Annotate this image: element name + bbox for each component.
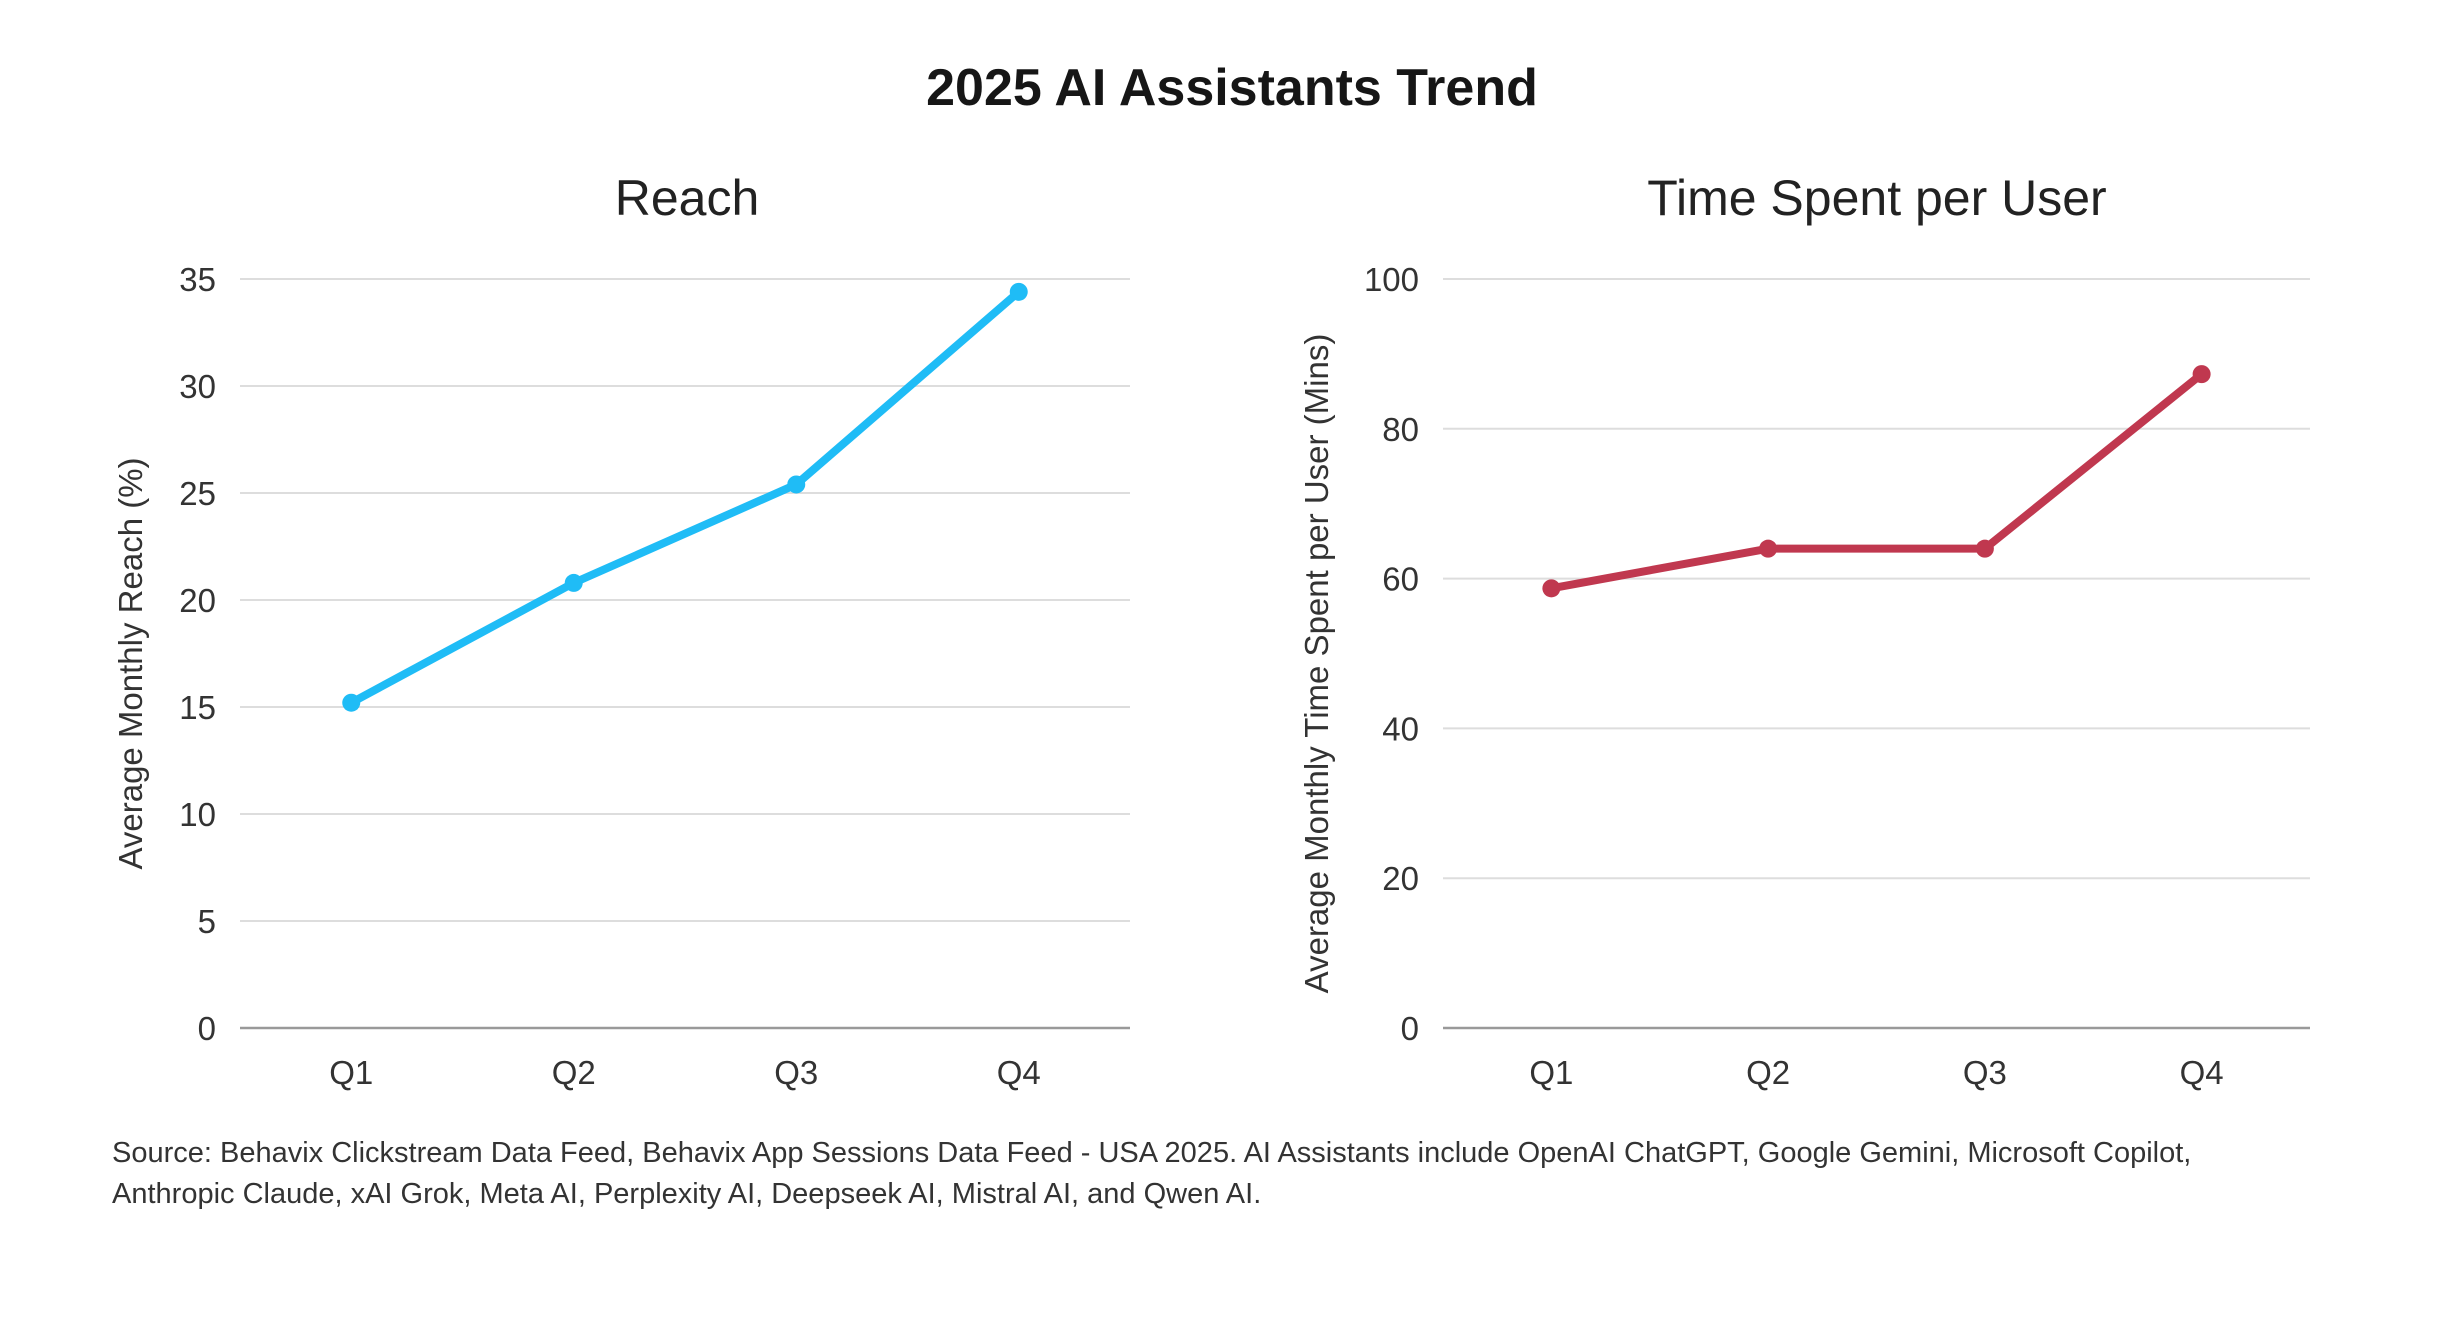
x-tick-label: Q4 [2180,1054,2224,1091]
y-tick-label: 25 [179,475,216,512]
y-tick-label: 40 [1382,710,1419,747]
y-tick-label: 80 [1382,411,1419,448]
y-axis-label: Average Monthly Reach (%) [112,457,149,869]
y-tick-label: 30 [179,368,216,405]
y-tick-label: 0 [198,1010,216,1047]
chart-2: Time Spent per User 0 20 40 60 80 100 Q1 Q2 Q3 Q4 A… [1298,170,2310,1091]
x-tick-label: Q3 [774,1054,818,1091]
data-point [1759,539,1778,558]
y-axis-label: Average Monthly Time Spent per User (Min… [1298,334,1335,994]
data-point [1009,282,1028,301]
y-tick-label: 20 [1382,860,1419,897]
data-point [1542,579,1561,598]
data-point [787,475,806,494]
x-tick-label: Q4 [997,1054,1041,1091]
x-tick-label: Q1 [329,1054,373,1091]
data-point [342,693,361,712]
y-tick-label: 35 [179,261,216,298]
x-tick-label: Q2 [1746,1054,1790,1091]
source-note: Source: Behavix Clickstream Data Feed, B… [112,1137,2192,1210]
x-tick-label: Q1 [1529,1054,1573,1091]
x-tick-label: Q3 [1963,1054,2007,1091]
y-tick-label: 0 [1401,1010,1419,1047]
y-tick-label: 100 [1364,261,1419,298]
series-line [1550,371,2205,593]
y-tick-label: 5 [198,903,216,940]
chart-1: Reach 0 5 10 15 20 25 30 35 Q1 Q2 Q3 Q4 Average Month… [112,170,1130,1091]
chart-title: Time Spent per User [1647,170,2106,226]
data-point [564,573,583,592]
data-point [1975,539,1994,558]
x-tick-label: Q2 [552,1054,596,1091]
y-tick-label: 10 [179,796,216,833]
series-line [349,288,1022,707]
y-tick-label: 15 [179,689,216,726]
main-title: 2025 AI Assistants Trend [926,59,1538,117]
chart-title: Reach [615,170,760,226]
data-point [2192,365,2211,384]
y-tick-label: 20 [179,582,216,619]
y-tick-label: 60 [1382,561,1419,598]
